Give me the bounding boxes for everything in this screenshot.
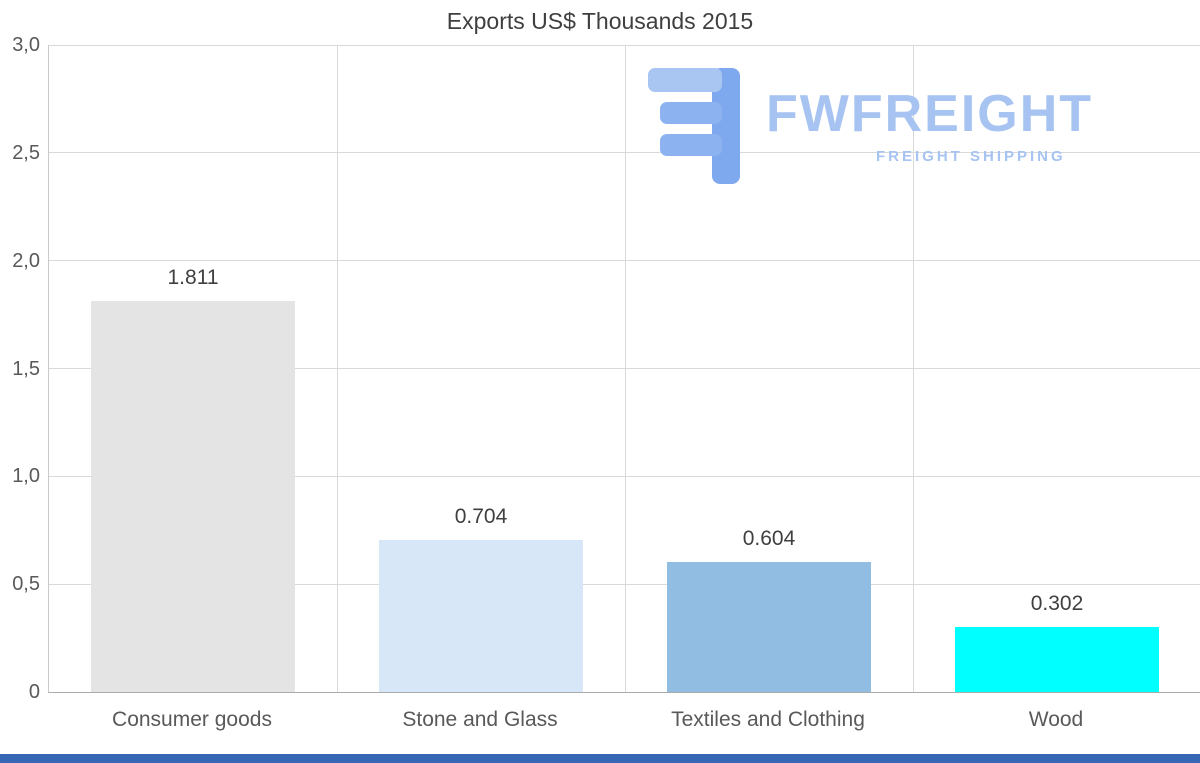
- bar-value-label: 1.811: [167, 266, 219, 290]
- footer-strip: [0, 754, 1200, 763]
- gridline-vertical: [337, 45, 338, 692]
- logo-watermark: FWFREIGHT FREIGHT SHIPPING: [648, 68, 1093, 184]
- gridline-horizontal: [49, 152, 1200, 154]
- y-axis-labels: 0 0,5 1,0 1,5 2,0 2,5 3,0: [0, 0, 48, 763]
- y-tick-label: 2,5: [12, 141, 40, 164]
- gridline-horizontal: [49, 44, 1200, 46]
- bar-value-label: 0.302: [1030, 591, 1084, 615]
- x-category-label: Wood: [1028, 708, 1084, 731]
- bar-value-label: 0.704: [454, 505, 508, 529]
- plot-area: 1.811 0.704 0.604 0.302: [48, 44, 1200, 693]
- y-tick-label: 0: [28, 681, 40, 703]
- logo-f-icon: [648, 68, 740, 184]
- x-category-label: Consumer goods: [112, 708, 272, 731]
- bar-textiles-and-clothing: [667, 561, 871, 692]
- gridline-horizontal: [49, 260, 1200, 262]
- y-tick-label: 3,0: [12, 34, 40, 56]
- gridline-horizontal: [49, 583, 1200, 585]
- gridline-vertical: [913, 45, 914, 692]
- bar-value-label: 0.604: [742, 526, 796, 550]
- logo-tagline-text: FREIGHT SHIPPING: [876, 147, 1066, 165]
- bar-wood: [955, 626, 1159, 692]
- logo-text-block: FWFREIGHT FREIGHT SHIPPING: [766, 88, 1093, 165]
- y-tick-label: 1,0: [12, 465, 40, 488]
- gridline-horizontal: [49, 368, 1200, 369]
- bar-stone-and-glass: [379, 540, 583, 692]
- logo-brand-text: FWFREIGHT: [766, 84, 1094, 143]
- y-tick-label: 2,0: [12, 249, 40, 272]
- bar-consumer-goods: [91, 301, 295, 692]
- gridline-vertical: [625, 45, 626, 692]
- x-axis-labels: Consumer goods Stone and Glass Textiles an…: [0, 705, 1200, 739]
- y-tick-label: 0,5: [12, 573, 40, 596]
- gridline-horizontal: [49, 475, 1200, 477]
- y-tick-label: 1,5: [12, 357, 40, 380]
- chart-title: Exports US$ Thousands 2015: [446, 8, 754, 34]
- x-category-label: Stone and Glass: [402, 708, 558, 731]
- x-category-label: Textiles and Clothing: [671, 708, 865, 731]
